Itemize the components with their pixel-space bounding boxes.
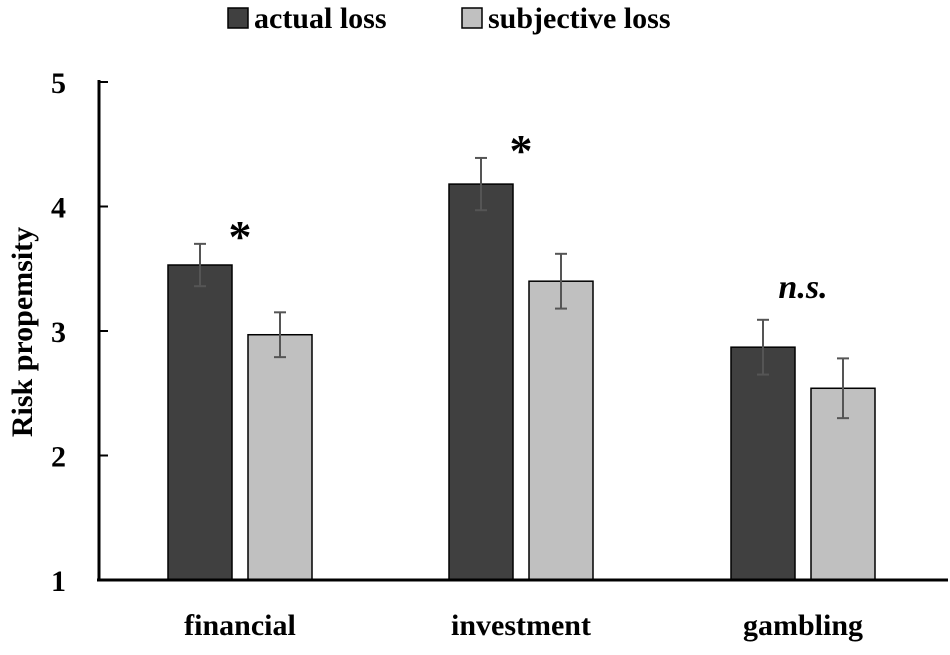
y-ticks-group: 1 2 3 4 5 — [51, 67, 108, 598]
x-tick-label-gambling: gambling — [743, 609, 863, 642]
significance-annotation: * — [510, 125, 533, 176]
bar-subjective-loss-financial — [247, 333, 313, 581]
x-tick-label-financial: financial — [184, 609, 296, 642]
y-tick-label: 5 — [51, 67, 66, 100]
bar-actual-loss-investment — [448, 183, 514, 581]
error-bars-group — [194, 156, 849, 420]
legend-swatch-actual-loss — [227, 7, 249, 29]
bar-actual-loss-gambling — [730, 346, 796, 581]
legend-swatch-subjective-loss — [461, 7, 483, 29]
x-tick-label-investment: investment — [451, 609, 591, 642]
annotations-group: * * n.s. — [229, 125, 828, 306]
significance-annotation: n.s. — [778, 269, 827, 306]
bar-subjective-loss-gambling — [810, 387, 876, 581]
bar-actual-loss-financial — [167, 264, 233, 581]
legend: actual loss subjective loss — [227, 2, 671, 35]
y-tick-label: 1 — [51, 565, 66, 598]
x-ticks-group: financial investment gambling — [184, 609, 863, 642]
y-tick-label: 4 — [51, 192, 66, 225]
legend-label-actual-loss: actual loss — [254, 2, 387, 35]
bar-subjective-loss-investment — [528, 280, 594, 581]
legend-label-subjective-loss: subjective loss — [488, 2, 671, 35]
bars-group — [167, 183, 876, 581]
y-tick-label: 3 — [51, 316, 66, 349]
y-axis-label: Risk propemsity — [6, 227, 39, 437]
y-tick-label: 2 — [51, 441, 66, 474]
significance-annotation: * — [229, 211, 252, 262]
